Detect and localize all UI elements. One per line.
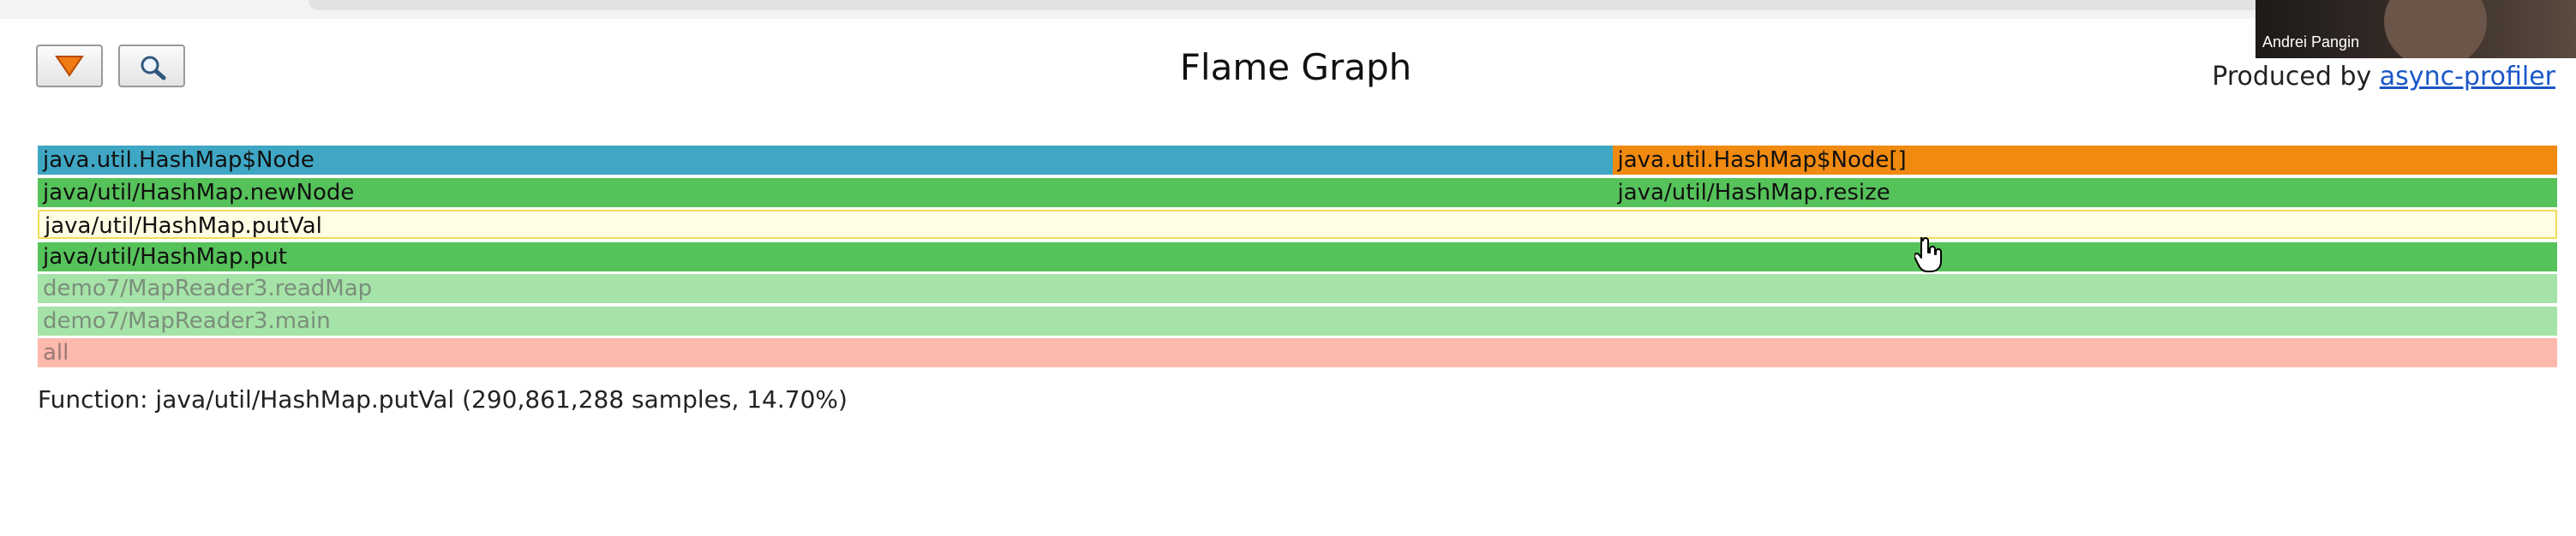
flame-frame[interactable]: java/util/HashMap.resize — [1612, 177, 2557, 207]
search-button[interactable] — [118, 45, 185, 87]
flame-frame-label: java/util/HashMap.resize — [1617, 179, 1890, 205]
reverse-button[interactable] — [36, 45, 103, 87]
flame-frame[interactable]: java/util/HashMap.put — [38, 241, 2557, 271]
flame-frame[interactable]: demo7/MapReader3.readMap — [38, 274, 2557, 303]
flame-frame[interactable]: demo7/MapReader3.main — [38, 306, 2557, 336]
async-profiler-link[interactable]: async-profiler — [2379, 62, 2555, 92]
magnifier-icon — [141, 56, 166, 80]
flame-frame-label: java/util/HashMap.putVal — [45, 213, 322, 239]
flame-frame-label: demo7/MapReader3.readMap — [43, 276, 373, 301]
credit-prefix: Produced by — [2212, 62, 2380, 92]
flame-frame[interactable]: all — [38, 338, 2557, 367]
participant-name: Andrei Pangin — [2262, 33, 2360, 51]
status-line: Function: java/util/HashMap.putVal (290,… — [38, 385, 848, 414]
flame-frame-label: java.util.HashMap$Node[] — [1617, 147, 1907, 173]
flame-frame-label: demo7/MapReader3.main — [43, 307, 331, 334]
triangle-down-icon — [55, 56, 84, 77]
credit-line: Produced by async-profiler — [2212, 62, 2555, 92]
flame-frame[interactable]: java/util/HashMap.newNode — [38, 177, 1613, 207]
page-title: Flame Graph — [1179, 46, 1412, 88]
participant-video — [2384, 0, 2487, 58]
flame-frame[interactable]: java.util.HashMap$Node — [38, 146, 1613, 175]
hand-cursor-icon — [1914, 237, 1942, 272]
flame-frame[interactable]: java.util.HashMap$Node[] — [1612, 146, 2557, 175]
flame-frame-label: java/util/HashMap.newNode — [43, 179, 355, 205]
video-call-overlay: Andrei Pangin — [2255, 0, 2576, 58]
flame-frame[interactable]: java/util/HashMap.putVal — [38, 210, 2557, 239]
top-bar-strip — [309, 0, 2262, 10]
flame-frame-label: java/util/HashMap.put — [43, 243, 287, 270]
flame-frame-label: java.util.HashMap$Node — [43, 147, 315, 173]
browser-top-bar — [0, 0, 2576, 19]
flame-frame-label: all — [43, 340, 69, 366]
